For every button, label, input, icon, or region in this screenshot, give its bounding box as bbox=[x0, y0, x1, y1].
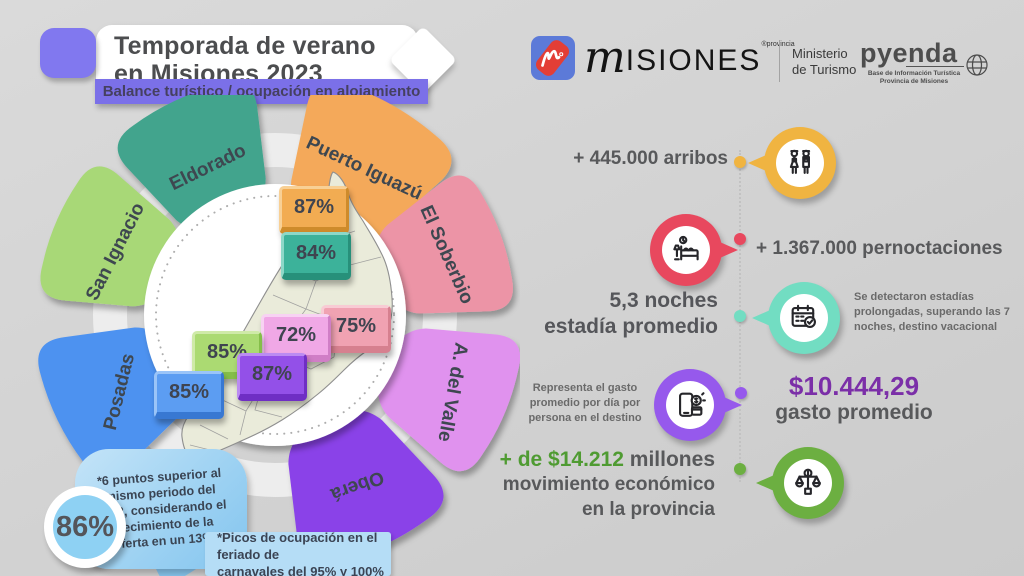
stay-label: 5,3 noches estadía promedio bbox=[520, 288, 718, 340]
ministry-line1: Ministerio bbox=[792, 46, 848, 61]
economy-line3: en la provincia bbox=[581, 499, 715, 520]
overnights-bubble bbox=[650, 214, 738, 286]
pyenda-subtitle-line1: Base de Información Turística bbox=[867, 70, 961, 77]
arrivals-label: + 445.000 arribos bbox=[573, 148, 728, 169]
occupancy-badge-obera: 87% bbox=[237, 353, 307, 401]
page-title-line1: Temporada de verano bbox=[114, 32, 376, 60]
ministry-line2: de Turismo bbox=[792, 62, 857, 77]
carnival-note-line1: *Picos de ocupación en el feriado de bbox=[217, 529, 378, 562]
globe-icon bbox=[966, 54, 988, 76]
spend-bubble bbox=[654, 369, 742, 441]
occupancy-badge-san-ignacio: 85% bbox=[192, 331, 262, 379]
misiones-logo-m-icon bbox=[541, 49, 564, 67]
stay-note-line1: Se detectaron estadías bbox=[854, 291, 974, 303]
arrivals-bubble bbox=[748, 127, 836, 199]
economy-label: + de $14.212 millones movimiento económi… bbox=[440, 447, 715, 522]
bed-icon bbox=[662, 226, 710, 274]
stay-note-line3: noches, destino vacacional bbox=[854, 321, 998, 333]
economy-dot bbox=[734, 463, 746, 475]
occupancy-badge-posadas: 85% bbox=[154, 371, 224, 419]
pyenda-subtitle: Base de Información Turística Provincia … bbox=[855, 70, 973, 86]
stay-note: Se detectaron estadías prolongadas, supe… bbox=[854, 290, 1024, 335]
wordmark-script-m: m bbox=[584, 32, 626, 83]
spend-note-line3: persona en el destino bbox=[528, 412, 642, 424]
economy-amount: + de $14.212 bbox=[499, 448, 624, 471]
economy-bubble-tail bbox=[756, 472, 780, 494]
misiones-logo bbox=[531, 36, 575, 80]
occupancy-badge-el-soberbio: 75% bbox=[321, 305, 391, 353]
wordmark-registered: ®provincia bbox=[761, 40, 794, 50]
overall-occupancy-circle: 86% bbox=[44, 486, 126, 568]
arrivals-bubble-tail bbox=[748, 152, 772, 174]
calendar-check-icon bbox=[780, 294, 828, 342]
carnival-note-line2: carnavales del 95% y 100% bbox=[217, 563, 384, 576]
stay-dot bbox=[734, 310, 746, 322]
tourists-icon bbox=[776, 139, 824, 187]
spend-note-line1: Representa el gasto bbox=[532, 382, 638, 394]
stay-bubble-tail bbox=[752, 307, 776, 329]
overnights-dot bbox=[734, 233, 746, 245]
spend-note: Representa el gasto promedio por día por… bbox=[514, 381, 656, 426]
spend-dot bbox=[735, 387, 747, 399]
arrivals-dot bbox=[734, 156, 746, 168]
brand-divider bbox=[779, 40, 780, 82]
spend-amount: $10.444,29 bbox=[788, 371, 920, 401]
occupancy-badge-puerto-iguazu: 87% bbox=[279, 186, 349, 234]
map-circle-dotted-border bbox=[155, 195, 395, 435]
occupancy-badge-eldorado: 84% bbox=[281, 232, 351, 280]
stay-line1: 5,3 noches bbox=[609, 289, 718, 312]
stay-bubble bbox=[752, 282, 840, 354]
ministry-label: Ministerio de Turismo bbox=[792, 46, 856, 78]
spend-note-line2: promedio por día por bbox=[529, 397, 641, 409]
wordmark-rest: ISIONES bbox=[625, 44, 762, 77]
pyenda-logo-text: pyenda bbox=[860, 38, 958, 68]
phone-money-icon bbox=[666, 381, 714, 429]
stay-line2: estadía promedio bbox=[544, 315, 718, 338]
spend-label: gasto promedio bbox=[775, 401, 933, 424]
economy-line2: movimiento económico bbox=[502, 474, 715, 495]
economy-amount-suffix: millones bbox=[623, 448, 715, 471]
title-accent-tab bbox=[40, 28, 96, 78]
wheel-ring bbox=[93, 133, 457, 497]
pyenda-underline bbox=[906, 66, 964, 67]
stay-note-line2: prolongadas, superando las 7 bbox=[854, 306, 1010, 318]
pyenda-subtitle-line2: Provincia de Misiones bbox=[879, 78, 949, 85]
spend-value-block: $10.444,29 gasto promedio bbox=[754, 372, 954, 426]
economy-bubble bbox=[756, 447, 844, 519]
overall-occupancy-value: 86% bbox=[53, 495, 117, 559]
scales-icon bbox=[784, 459, 832, 507]
overnights-label: + 1.367.000 pernoctaciones bbox=[756, 238, 1003, 259]
carnival-note: *Picos de ocupación en el feriado de car… bbox=[205, 529, 391, 576]
